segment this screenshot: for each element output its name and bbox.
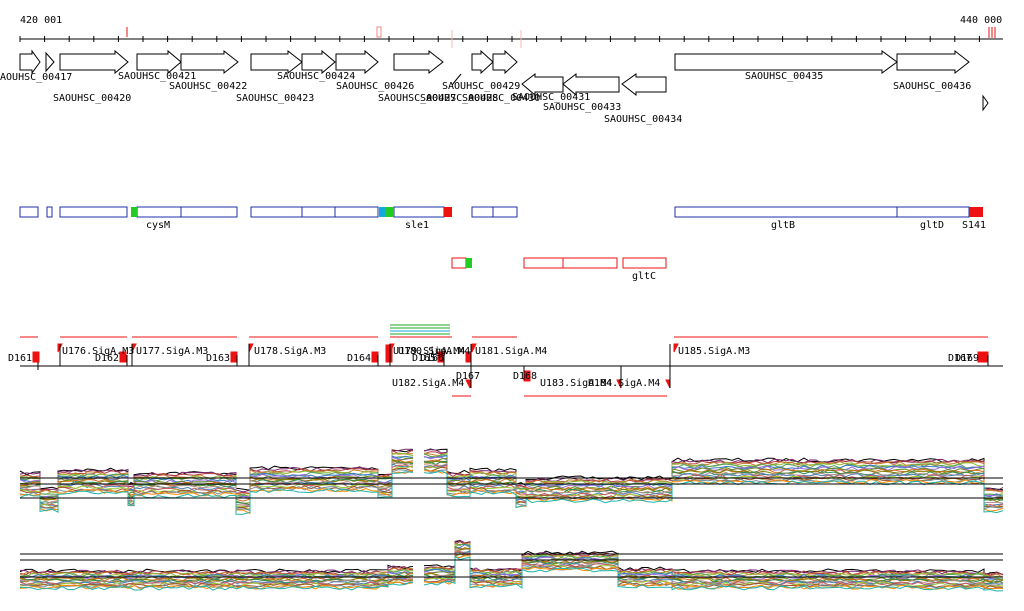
- gene-label: SAOUHSC_00427: [378, 93, 456, 104]
- segment-labels: D161 D162 D163 D164 D165 D166 D167 D168 …: [8, 346, 979, 389]
- segmentation-track: D161 D162 D163 D164 D165 D166 D167 D168 …: [8, 324, 1003, 397]
- segment-ticks: [37, 344, 989, 388]
- segment-label: D163: [206, 353, 230, 364]
- operon-boxes[interactable]: [19, 206, 970, 218]
- operon-highlights: [131, 207, 983, 217]
- gene-label: SAOUHSC_00433: [543, 102, 621, 113]
- coordinate-ruler: 420 001 440 000: [19, 15, 1003, 48]
- operon-label: S141: [962, 220, 986, 231]
- gene-label: SAOUHSC_00435: [745, 71, 823, 82]
- gene-arrows[interactable]: [19, 49, 989, 112]
- segment-label: U177.SigA.M3: [136, 346, 208, 357]
- operon-labels: cysM sle1 gltB gltD S141 gltC: [146, 220, 986, 282]
- operon-label: cysM: [146, 220, 170, 231]
- segment-label: U181.SigA.M4: [475, 346, 547, 357]
- segment-label: U185.SigA.M3: [678, 346, 750, 357]
- ruler-start-label: 420 001: [20, 15, 62, 26]
- segment-label: U184.SigA.M4: [588, 378, 660, 389]
- segment-label: U183.SigA.M4: [540, 378, 612, 389]
- gene-label: SAOUHSC_00426: [336, 81, 414, 92]
- segment-spans-forward: [20, 336, 988, 397]
- operon-track: cysM sle1 gltB gltD S141 gltC: [19, 206, 986, 282]
- segment-label: D164: [347, 353, 371, 364]
- gene-label: SAOUHSC_00417: [0, 72, 72, 83]
- expression-track-forward: [19, 440, 1004, 520]
- gene-track: SAOUHSC_00417 SAOUHSC_00420 SAOUHSC_0042…: [0, 49, 989, 125]
- gene-label: SAOUHSC_00429: [442, 81, 520, 92]
- segment-label: D161: [8, 353, 32, 364]
- operon-label: gltC: [632, 271, 656, 282]
- segment-label: U180.SigA.M4: [398, 346, 470, 357]
- segment-overlap-lines: [390, 324, 450, 335]
- expression-track-reverse: [19, 535, 1004, 605]
- gene-label: SAOUHSC_00421: [118, 71, 196, 82]
- segment-label: U176.SigA.M3: [62, 346, 134, 357]
- ruler-ticks: [19, 36, 980, 42]
- gene-labels: SAOUHSC_00417 SAOUHSC_00420 SAOUHSC_0042…: [0, 71, 971, 125]
- operon-highlight: [466, 258, 472, 268]
- segment-label: U178.SigA.M3: [254, 346, 326, 357]
- gene-label: SAOUHSC_00422: [169, 81, 247, 92]
- operon-label: gltB: [771, 220, 795, 231]
- gene-label: SAOUHSC_00431: [512, 92, 590, 103]
- operon-label: gltD: [920, 220, 944, 231]
- ruler-end-label: 440 000: [960, 15, 1002, 26]
- segment-label: D167: [456, 371, 480, 382]
- gene-label: SAOUHSC_00434: [604, 114, 682, 125]
- gene-label: SAOUHSC_00430: [462, 93, 540, 104]
- operon-label: sle1: [405, 220, 429, 231]
- gene-label: SAOUHSC_00428: [420, 93, 498, 104]
- gene-label: SAOUHSC_00420: [53, 93, 131, 104]
- gene-label: SAOUHSC_00436: [893, 81, 971, 92]
- segment-label: U182.SigA.M4: [392, 378, 464, 389]
- segment-label: U179.SigA.M4: [393, 346, 465, 357]
- operon-boxes-reverse[interactable]: [451, 257, 667, 269]
- segment-label: D165: [412, 353, 436, 364]
- gene-label: SAOUHSC_00423: [236, 93, 314, 104]
- gene-label: SAOUHSC_00424: [277, 71, 355, 82]
- segment-label: D169: [955, 353, 979, 364]
- expression-profile-lines: [19, 535, 1004, 605]
- segment-label: D162: [95, 353, 119, 364]
- ruler-highlight-marks: [126, 26, 996, 48]
- segment-label: D168: [513, 371, 537, 382]
- expression-profile-lines: [19, 440, 1004, 520]
- segment-label: D166: [420, 353, 444, 364]
- segment-label: D167: [948, 353, 972, 364]
